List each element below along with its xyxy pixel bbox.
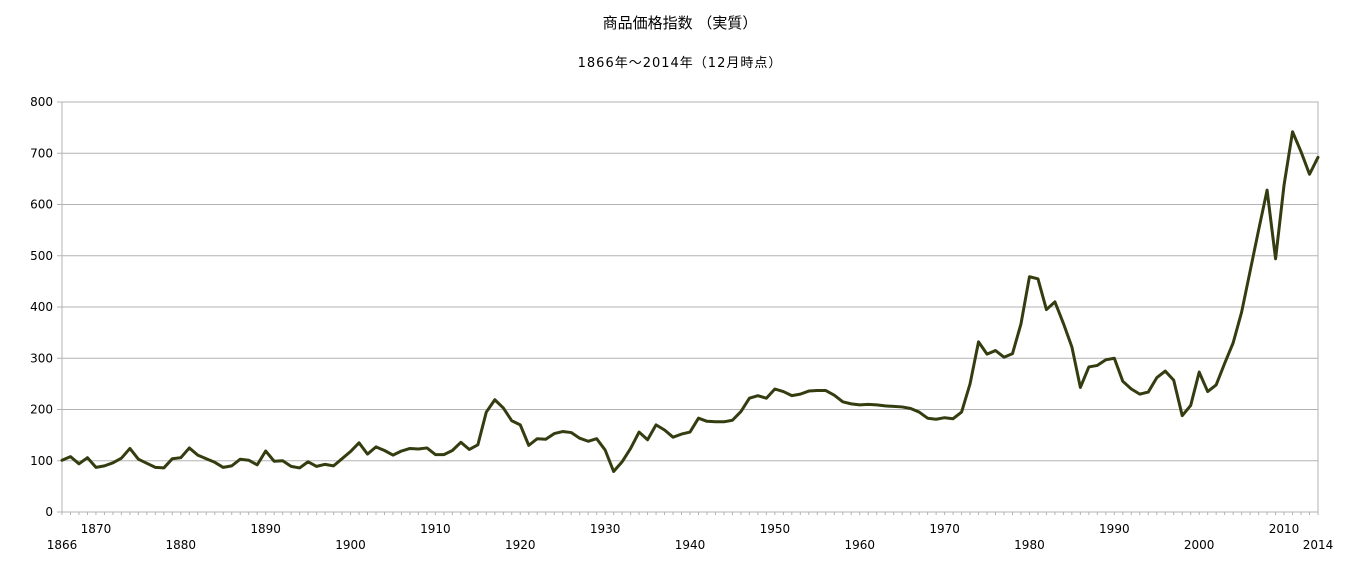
x-tick-label: 2010	[1269, 522, 1300, 536]
y-tick-label: 700	[30, 146, 53, 160]
x-tick-label: 1910	[420, 522, 451, 536]
y-tick-label: 800	[30, 95, 53, 109]
x-tick-label: 1990	[1099, 522, 1130, 536]
y-tick-label: 400	[30, 300, 53, 314]
x-tick-label: 1880	[166, 538, 197, 552]
x-tick-label: 1950	[760, 522, 791, 536]
chart-subtitle: 1866年～2014年（12月時点）	[577, 56, 783, 71]
x-tick-label: 1866	[47, 538, 78, 552]
x-tick-label: 1960	[844, 538, 875, 552]
x-tick-label: 1980	[1014, 538, 1045, 552]
y-tick-label: 300	[30, 351, 53, 365]
x-tick-label: 1940	[675, 538, 706, 552]
y-tick-label: 0	[45, 505, 53, 519]
y-tick-label: 200	[30, 403, 53, 417]
x-tick-label: 1970	[929, 522, 960, 536]
x-tick-label: 2014	[1303, 538, 1334, 552]
x-tick-label: 1900	[335, 538, 366, 552]
x-tick-label: 1920	[505, 538, 536, 552]
x-tick-label: 1930	[590, 522, 621, 536]
x-tick-label: 2000	[1184, 538, 1215, 552]
series-line	[60, 130, 1320, 474]
y-tick-label: 500	[30, 249, 53, 263]
y-tick-label: 100	[30, 454, 53, 468]
x-tick-label: 1890	[250, 522, 281, 536]
chart-title: 商品価格指数 （実質）	[602, 14, 758, 32]
x-tick-label: 1870	[81, 522, 112, 536]
y-tick-label: 600	[30, 198, 53, 212]
